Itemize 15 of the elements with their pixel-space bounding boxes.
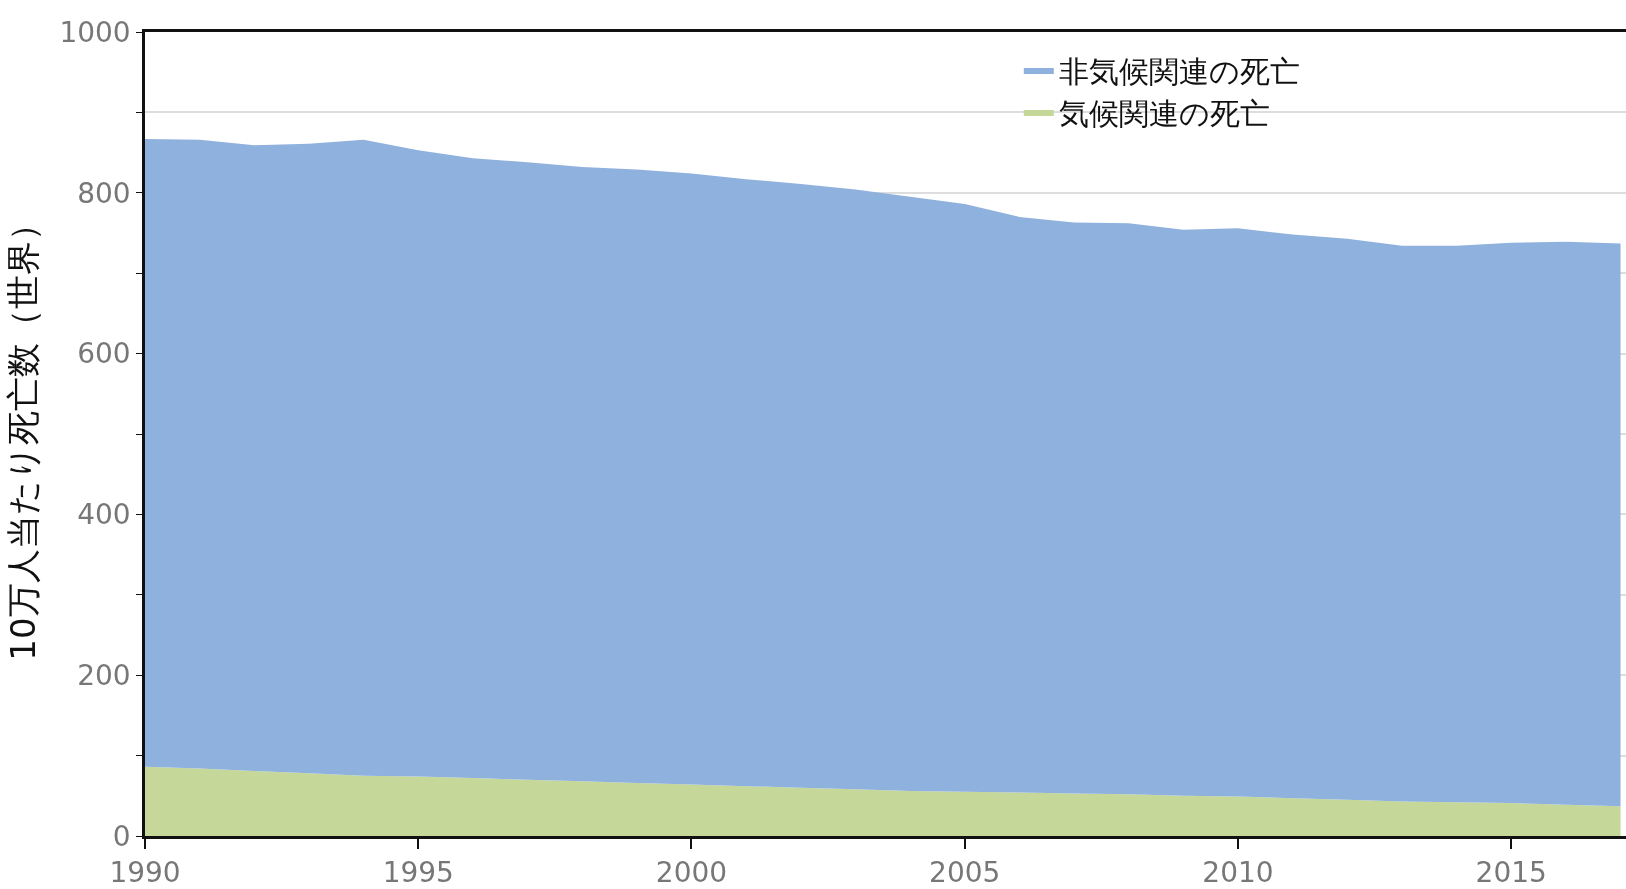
y-axis-title: 10万人当たり死亡数（世界） — [2, 207, 43, 661]
x-tick-label: 1990 — [109, 856, 181, 889]
x-tick-label: 2000 — [655, 856, 728, 889]
y-tick-label: 400 — [77, 498, 131, 532]
y-tick-label: 1000 — [59, 15, 131, 49]
legend-label: 非気候関連の死亡 — [1058, 53, 1300, 89]
x-tick-label: 2010 — [1202, 856, 1274, 889]
x-tick-label: 2015 — [1475, 856, 1547, 889]
y-tick-label: 200 — [77, 659, 131, 692]
x-tick-label: 1995 — [382, 856, 454, 889]
y-tick-label: 0 — [112, 819, 131, 853]
y-tick-label: 800 — [77, 176, 131, 210]
y-tick-label: 600 — [77, 337, 131, 371]
legend-label: 気候関連の死亡 — [1058, 95, 1270, 131]
x-tick-label: 2005 — [929, 856, 1001, 889]
